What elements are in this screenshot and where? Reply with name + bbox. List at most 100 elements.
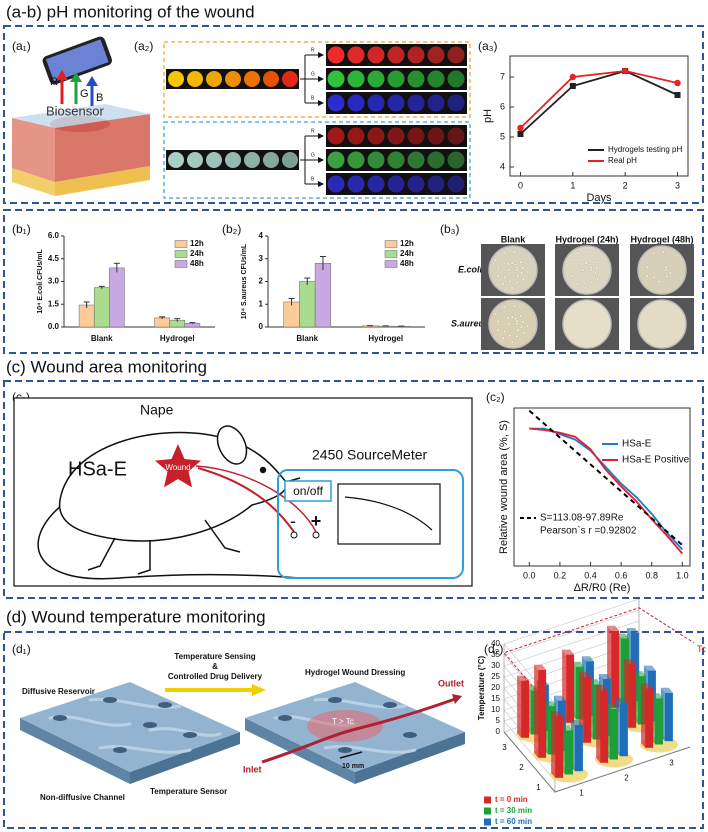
device-label: Outlet bbox=[438, 678, 464, 688]
colony bbox=[506, 262, 510, 266]
x-tick-label: 0.4 bbox=[584, 570, 597, 580]
panel-label: (b₃) bbox=[440, 222, 460, 236]
bar-top bbox=[660, 687, 673, 693]
colony bbox=[521, 266, 525, 270]
colony bbox=[593, 260, 597, 264]
panel-box bbox=[3, 209, 704, 354]
dish bbox=[488, 245, 538, 295]
bar-top bbox=[641, 683, 654, 689]
legend-swatch bbox=[174, 240, 188, 248]
bar-front bbox=[628, 664, 637, 728]
series-line bbox=[528, 409, 684, 546]
bar-top bbox=[534, 664, 547, 670]
wound-mark bbox=[155, 444, 201, 488]
colony bbox=[519, 314, 523, 318]
colony bbox=[587, 250, 591, 254]
column-label: Blank bbox=[501, 234, 527, 244]
y-tick-label: 20 bbox=[491, 683, 500, 692]
colony bbox=[494, 258, 498, 262]
marker bbox=[621, 67, 629, 75]
channel-label: G bbox=[311, 152, 315, 158]
y-tick-label: 5 bbox=[496, 716, 501, 725]
annotation: Pearson`s r =0.92802 bbox=[540, 525, 637, 537]
legend-swatch bbox=[484, 818, 491, 826]
colony bbox=[657, 280, 661, 284]
x-tick-label: 1.0 bbox=[676, 570, 689, 580]
channel-label: B bbox=[311, 95, 315, 101]
bar-front bbox=[538, 669, 547, 758]
bar-top bbox=[626, 628, 639, 633]
x-tick-label: Hydrogel bbox=[368, 334, 403, 343]
channel-dot bbox=[387, 70, 405, 88]
colony bbox=[510, 340, 514, 344]
sample-box bbox=[163, 121, 471, 199]
meter-box bbox=[277, 469, 464, 579]
colony bbox=[582, 280, 586, 284]
dish bbox=[488, 299, 538, 349]
channel-dot bbox=[327, 70, 345, 88]
bar-top bbox=[544, 701, 556, 707]
dish bbox=[562, 245, 612, 295]
bar-front bbox=[664, 692, 673, 742]
terminal bbox=[290, 531, 298, 539]
channel-dot bbox=[367, 94, 385, 112]
bar bbox=[283, 301, 300, 328]
sample-dot bbox=[206, 152, 222, 168]
process-label: Temperature Sensing bbox=[174, 652, 255, 661]
y-tick-label: 10 bbox=[491, 705, 500, 714]
panel-label: (d₂) bbox=[484, 642, 503, 656]
marker bbox=[674, 79, 681, 87]
channel-dot bbox=[407, 70, 425, 88]
bar bbox=[78, 304, 95, 328]
colony bbox=[515, 265, 519, 269]
row-label: E.coli bbox=[458, 264, 483, 274]
x-axis-label: ΔR/R0 (Re) bbox=[574, 582, 631, 594]
bar-front bbox=[655, 698, 663, 745]
y-tick-label: 0 bbox=[496, 727, 501, 736]
y-tick-label: 4 bbox=[259, 231, 264, 240]
colony bbox=[589, 268, 593, 272]
colony bbox=[593, 271, 597, 275]
x-tick-label: 2 bbox=[624, 774, 629, 783]
panel-label: (b₂) bbox=[222, 222, 241, 236]
channel-dot bbox=[427, 175, 445, 193]
colony bbox=[522, 277, 526, 281]
bar-top bbox=[634, 671, 646, 677]
x-tick-label: 0.2 bbox=[554, 570, 567, 580]
x-tick-label: 0 bbox=[518, 180, 523, 190]
y-tick-label: 2 bbox=[259, 277, 264, 286]
bar-front bbox=[600, 690, 609, 763]
colony bbox=[514, 317, 518, 321]
colony bbox=[664, 268, 668, 272]
legend-label: 12h bbox=[400, 239, 414, 248]
y-tick-label: 3.0 bbox=[48, 277, 60, 286]
colony bbox=[651, 251, 655, 255]
bar-top bbox=[572, 661, 584, 667]
panel-label: (a₃) bbox=[478, 39, 498, 53]
colony bbox=[510, 315, 514, 319]
channel-dot bbox=[427, 127, 445, 145]
y-tick-label: 6.0 bbox=[48, 231, 60, 240]
sample-dot bbox=[225, 71, 241, 87]
colony bbox=[664, 265, 668, 269]
colony bbox=[519, 260, 523, 264]
bar-front bbox=[574, 725, 583, 772]
arrow-head bbox=[318, 133, 324, 139]
instrument-label: 2450 SourceMeter bbox=[312, 447, 428, 463]
dish bbox=[637, 245, 687, 295]
section-header: (c) Wound area monitoring bbox=[6, 357, 207, 376]
bar bbox=[109, 267, 125, 328]
channel-dot bbox=[447, 175, 465, 193]
colony bbox=[496, 328, 500, 332]
bar bbox=[93, 287, 110, 328]
sample-dot bbox=[225, 152, 241, 168]
colony bbox=[513, 304, 517, 308]
colony bbox=[588, 263, 592, 267]
bar-top bbox=[570, 720, 583, 725]
legend-label: t = 0 min bbox=[495, 795, 528, 804]
x-tick-label: 1 bbox=[579, 789, 584, 798]
colony bbox=[595, 266, 599, 270]
bar-front bbox=[645, 688, 654, 748]
switch-box bbox=[284, 480, 332, 502]
channel-dot bbox=[367, 127, 385, 145]
